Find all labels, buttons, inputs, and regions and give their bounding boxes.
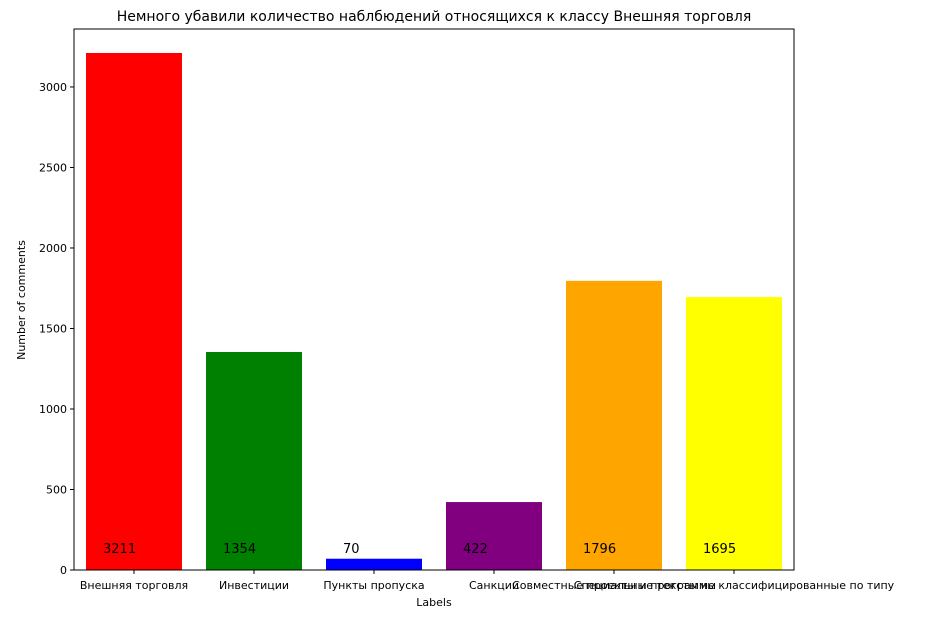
x-tick-label-2: Инвестиции — [219, 579, 289, 592]
data-labels-layer: 3211 1354 70 422 1796 1695 — [103, 542, 736, 557]
x-tick-label-5: Совместные проекты и программы — [512, 579, 716, 592]
data-label-6: 1695 — [703, 542, 736, 557]
x-tick-label-3: Пункты пропуска — [323, 579, 424, 592]
data-label-4: 422 — [463, 542, 488, 557]
y-tick-label: 3000 — [39, 81, 67, 94]
data-label-3: 70 — [343, 542, 360, 557]
y-tick-label: 2000 — [39, 242, 67, 255]
x-tick-label-4: Санкции — [469, 579, 519, 592]
bars-layer — [86, 52, 782, 570]
bar-4 — [446, 502, 542, 570]
bar-6 — [686, 297, 782, 570]
y-tick-label: 0 — [60, 564, 67, 577]
x-tick-label-1: Внешняя торговля — [80, 579, 188, 592]
y-tick-label: 2500 — [39, 161, 67, 174]
data-label-1: 3211 — [103, 542, 136, 557]
x-axis-label: Labels — [416, 596, 452, 609]
chart-title: Немного убавили количество наблбюдений о… — [117, 9, 752, 25]
plot-area: 0 500 1000 1500 2000 2500 3000 Внешняя торговл… — [39, 28, 895, 592]
y-tick-label: 1000 — [39, 403, 67, 416]
y-axis: 0 500 1000 1500 2000 2500 3000 — [39, 81, 74, 577]
bar-3 — [326, 558, 422, 570]
bar-5 — [566, 280, 662, 570]
bar-1 — [86, 52, 182, 570]
y-tick-label: 1500 — [39, 322, 67, 335]
plot-frame — [73, 28, 795, 571]
data-label-2: 1354 — [223, 542, 256, 557]
data-label-5: 1796 — [583, 542, 616, 557]
y-axis-label: Number of comments — [15, 240, 28, 360]
x-tick-label-6: Специальные тексты не классифицированные… — [574, 579, 895, 592]
bar-2 — [206, 351, 302, 570]
x-axis: Внешняя торговля Инвестиции Пункты пропуск… — [80, 570, 895, 592]
y-tick-label: 500 — [46, 483, 67, 496]
